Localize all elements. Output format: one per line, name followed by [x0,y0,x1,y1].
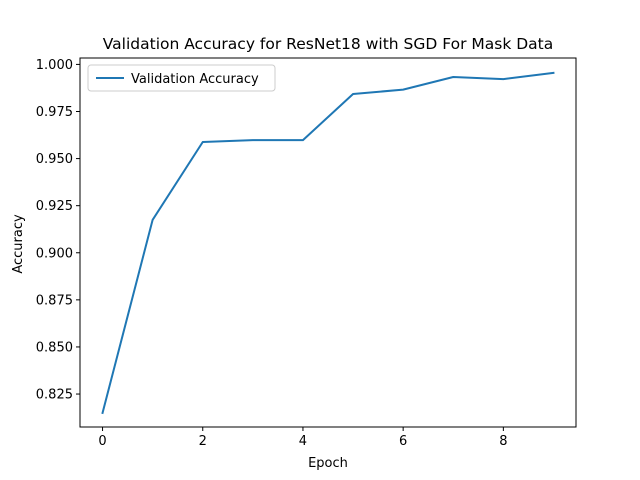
x-tick-label: 8 [499,434,507,449]
x-axis-label: Epoch [308,456,348,471]
series-line-validation-accuracy [101,71,555,415]
y-tick-label: 0.825 [36,388,73,403]
legend-label: Validation Accuracy [131,72,259,87]
x-tick-label: 4 [299,434,307,449]
legend-box [87,64,276,92]
y-tick-label: 0.900 [36,246,73,261]
y-tick-label: 0.975 [36,105,73,120]
y-tick-label: 0.950 [36,152,73,167]
x-tick-label: 6 [399,434,407,449]
plot-frame [79,57,577,428]
y-tick-label: 1.000 [36,58,73,73]
chart-title: Validation Accuracy for ResNet18 with SG… [103,35,553,53]
series-group [101,71,555,415]
y-tick-label: 0.925 [36,199,73,214]
x-tick-label: 2 [199,434,207,449]
y-tick-label: 0.850 [36,340,73,355]
y-axis-label: Accuracy [11,214,26,274]
x-axis-ticks: 0 2 4 6 8 [98,427,507,449]
plot-area [79,57,577,428]
legend: Validation Accuracy [87,64,276,92]
x-tick-label: 0 [98,434,106,449]
y-tick-label: 0.875 [36,293,73,308]
y-axis-ticks: 0.825 0.850 0.875 0.900 0.925 0.950 0.975 1.000 [36,58,80,403]
